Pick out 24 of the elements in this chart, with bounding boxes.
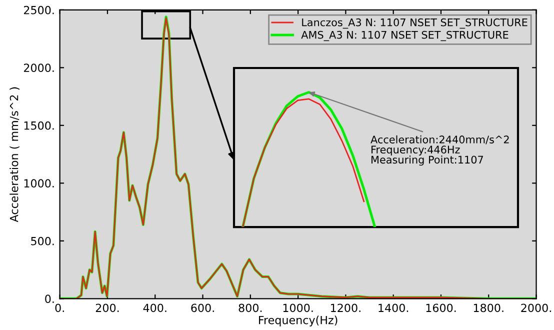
- x-tick-label: 1200.: [331, 304, 360, 312]
- x-tick-label: 400.: [143, 304, 166, 312]
- legend-label: AMS_A3 N: 1107 NSET SET_STRUCTURE: [301, 30, 508, 42]
- y-tick-label: 1000.: [24, 179, 54, 188]
- x-tick-label: 600.: [191, 304, 214, 312]
- legend-label: Lanczos_A3 N: 1107 NSET SET_STRUCTURE: [302, 18, 528, 29]
- x-tick-label: 800.: [238, 304, 262, 312]
- x-tick-label: 1400.: [378, 304, 408, 312]
- x-tick-label: 2000.: [521, 304, 551, 312]
- x-tick-label: 1600.: [426, 304, 456, 312]
- x-tick-label: 1800.: [474, 304, 504, 312]
- x-tick-label: 200.: [96, 304, 119, 312]
- annotation: Frequency:446Hz: [372, 146, 460, 156]
- x-tick-label: 1000.: [283, 304, 313, 312]
- x-tick-label: 0.: [55, 304, 64, 312]
- y-tick-label: 500.: [31, 236, 54, 246]
- annotation: Acceleration:2440mm/s^2: [370, 135, 509, 144]
- y-tick-label: 0.: [45, 294, 54, 304]
- x-axis-title: Frequency(Hz): [259, 316, 338, 326]
- y-axis-title: Acceleration ( mm/s^2 ): [10, 87, 20, 222]
- y-tick-label: 2000.: [24, 64, 54, 72]
- annotation: Measuring Point:1107: [372, 156, 483, 166]
- y-tick-label: 2500.: [24, 6, 54, 14]
- y-tick-label: 1500.: [24, 121, 54, 130]
